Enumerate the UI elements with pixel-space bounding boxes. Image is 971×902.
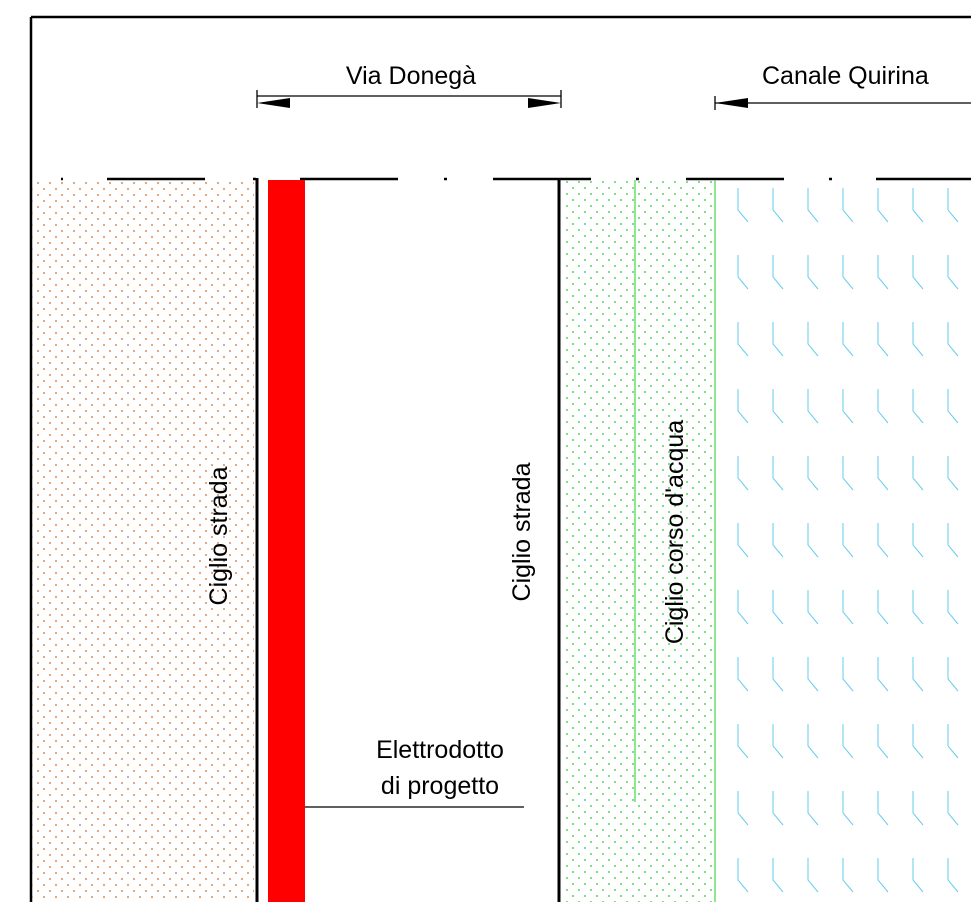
power-line-bar [268,180,305,902]
arrow-left-icon [715,98,748,108]
road-name-label: Via Donegà [346,62,476,90]
vegetation-bank [562,180,715,902]
soil-area-left [32,180,254,902]
canal-name-label: Canale Quirina [762,62,929,90]
arrow-right-icon [528,98,561,108]
power-line-label-line2: di progetto [381,772,499,800]
power-line-label-line1: Elettrodotto [376,736,504,764]
canal-water-area [716,180,971,902]
road-edge-right-label: Ciglio strada [508,462,536,601]
canal-width-dimension [714,96,971,110]
watercourse-edge-label: Ciglio corso d'acqua [661,420,689,644]
road-width-dimension [256,90,562,108]
road-edge-left-label: Ciglio strada [205,466,233,605]
arrow-left-icon [257,98,290,108]
